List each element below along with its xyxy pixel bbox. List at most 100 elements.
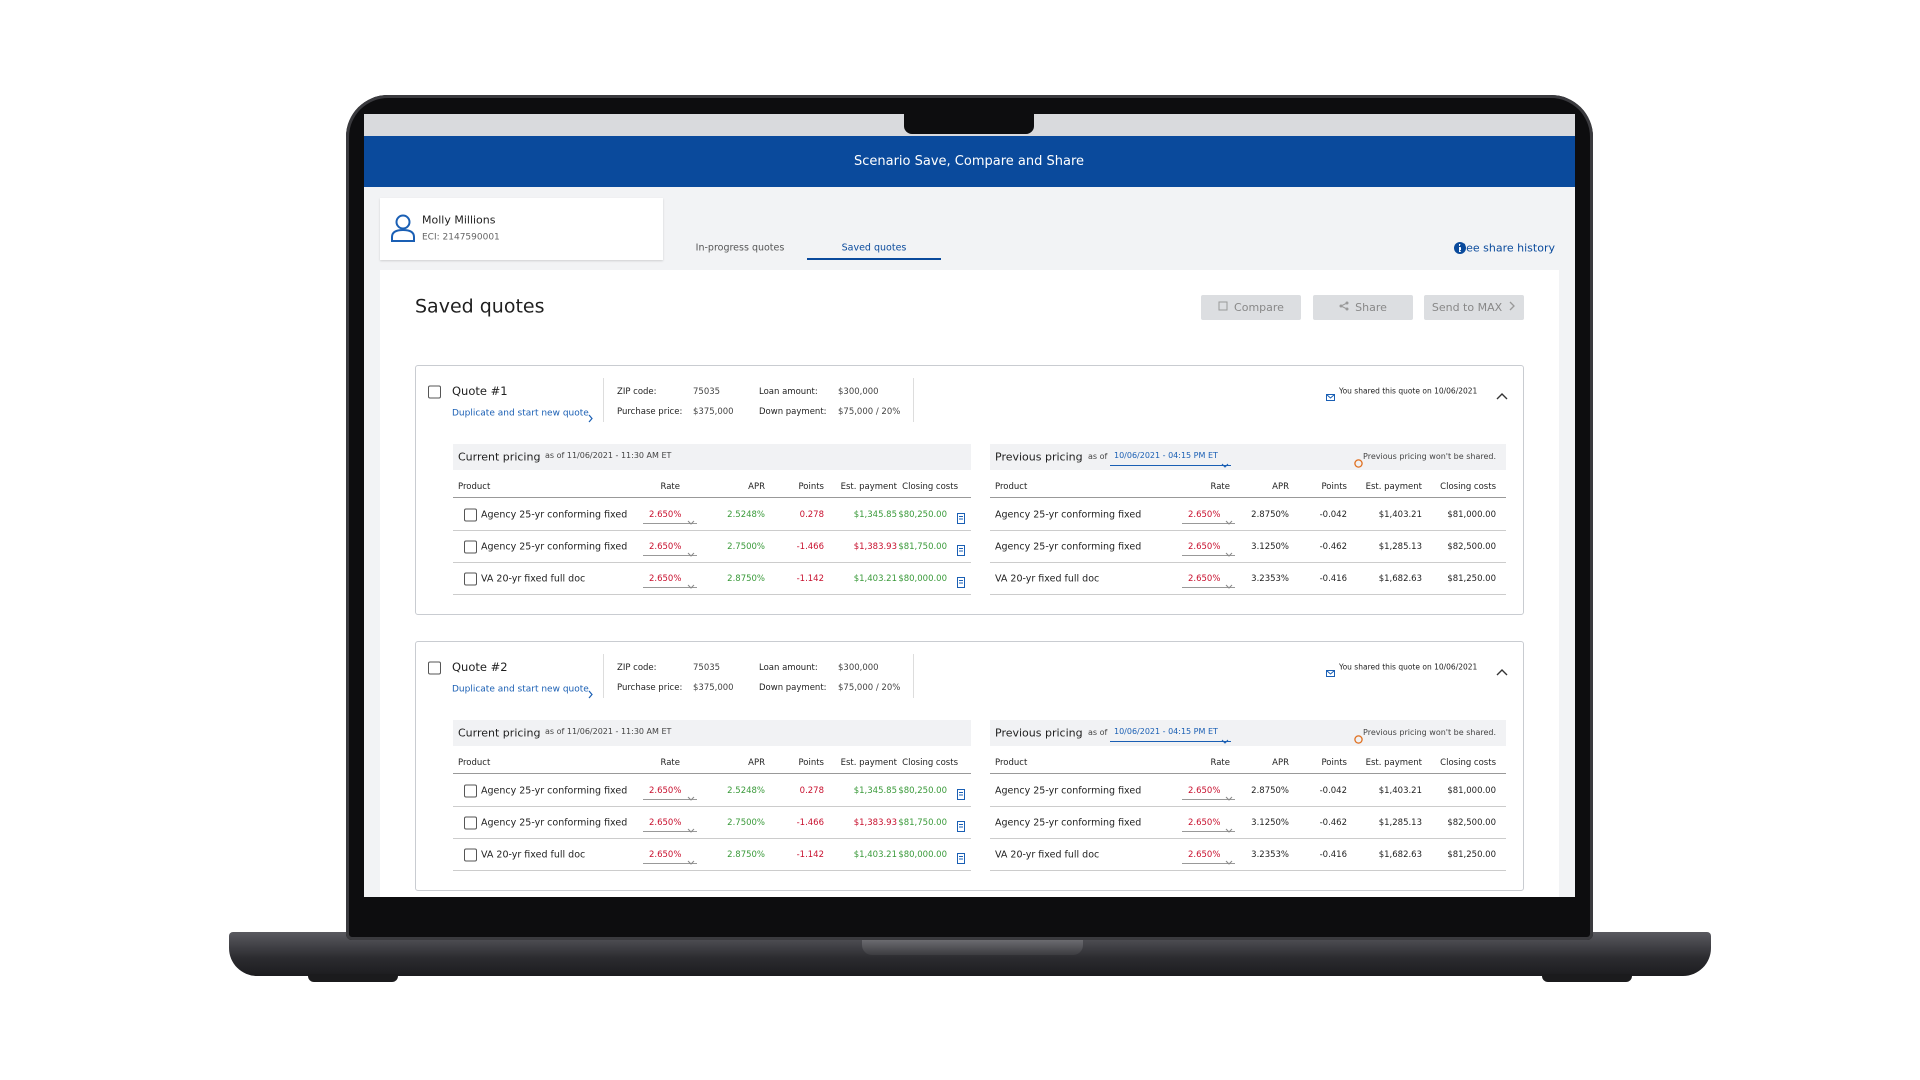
share-history-link[interactable]: See share history	[1459, 241, 1555, 255]
rate-select[interactable]: 2.650%	[1188, 509, 1221, 520]
quote-checkbox[interactable]	[428, 661, 441, 675]
column-header: APR	[748, 481, 765, 492]
cell: $1,285.13	[1378, 817, 1422, 828]
row-checkbox[interactable]	[464, 540, 477, 554]
section-header	[990, 720, 1506, 746]
rate-chevron	[1225, 543, 1233, 562]
rate-chevron-svg	[687, 828, 695, 833]
duplicate-link[interactable]: Duplicate and start new quote	[452, 684, 589, 695]
rate-underline	[1182, 863, 1235, 864]
column-header: APR	[1272, 757, 1289, 768]
action-button[interactable]: Compare	[1201, 295, 1301, 320]
quote-checkbox[interactable]	[428, 385, 441, 399]
rate-select[interactable]: 2.650%	[649, 509, 682, 520]
column-header: Closing costs	[1440, 757, 1496, 768]
link-chevron-svg	[588, 414, 593, 423]
product: Agency 25-yr conforming fixed	[481, 509, 628, 521]
rate-chevron	[687, 787, 695, 806]
rate-select[interactable]: 2.650%	[649, 573, 682, 584]
date-chevron-svg	[1221, 463, 1229, 468]
section-label: Previous pricing	[995, 726, 1083, 740]
mail-icon	[1326, 663, 1336, 682]
rate-chevron	[1225, 575, 1233, 594]
date-chevron	[1221, 454, 1229, 473]
duplicate-link[interactable]: Duplicate and start new quote	[452, 408, 589, 419]
date-chevron	[1221, 730, 1229, 749]
rate-chevron-svg	[1225, 796, 1233, 801]
rate-select[interactable]: 2.650%	[649, 849, 682, 860]
collapse-chevron	[1496, 662, 1508, 681]
shared-note: You shared this quote on 10/06/2021	[1339, 386, 1478, 396]
rate-select[interactable]: 2.650%	[1188, 849, 1221, 860]
tab[interactable]: In-progress quotes	[695, 242, 785, 254]
row-checkbox[interactable]	[464, 572, 477, 586]
rate-chevron-svg	[1225, 860, 1233, 865]
column-header: Product	[995, 481, 1028, 492]
product: Agency 25-yr conforming fixed	[995, 509, 1142, 521]
rate-chevron	[687, 511, 695, 530]
divider	[603, 378, 604, 422]
collapse-chevron-svg	[1496, 669, 1508, 676]
rate-select[interactable]: 2.650%	[1188, 785, 1221, 796]
rate-chevron-svg	[1225, 552, 1233, 557]
date-select[interactable]: 10/06/2021 - 04:15 PM ET	[1114, 451, 1218, 461]
rate-select[interactable]: 2.650%	[1188, 817, 1221, 828]
warning-icon-svg	[1354, 459, 1363, 468]
column-header: APR	[1272, 481, 1289, 492]
cell: 2.8750%	[1251, 785, 1289, 796]
cell: $1,383.93	[853, 541, 897, 552]
date-underline	[1110, 741, 1231, 742]
section-label: Previous pricing	[995, 450, 1083, 464]
row-checkbox[interactable]	[464, 816, 477, 830]
section-header	[453, 444, 971, 470]
row-rule	[453, 806, 971, 807]
rate-underline	[643, 555, 697, 556]
row-rule	[453, 594, 971, 595]
column-header: Closing costs	[902, 481, 958, 492]
cell: $80,000.00	[898, 573, 947, 584]
field-label: ZIP code:	[617, 386, 657, 397]
button-label: Compare	[1234, 301, 1284, 314]
page-title: Saved quotes	[415, 295, 545, 318]
header-rule	[990, 773, 1506, 774]
cell: $1,682.63	[1378, 849, 1422, 860]
cell: $1,345.85	[853, 509, 897, 520]
column-header: Product	[458, 757, 491, 768]
link-chevron	[588, 409, 594, 428]
rate-select[interactable]: 2.650%	[649, 541, 682, 552]
rate-select[interactable]: 2.650%	[1188, 573, 1221, 584]
action-button[interactable]: Send to MAX	[1424, 295, 1524, 320]
button-label: Share	[1355, 301, 1387, 314]
button-icon	[1339, 301, 1349, 311]
cell: 0.278	[799, 785, 824, 796]
column-header: Rate	[1210, 757, 1231, 768]
column-header: Rate	[660, 481, 681, 492]
rate-underline	[643, 863, 697, 864]
rate-select[interactable]: 2.650%	[649, 785, 682, 796]
rate-chevron	[1225, 511, 1233, 530]
cell: $1,285.13	[1378, 541, 1422, 552]
row-rule	[990, 870, 1506, 871]
rate-underline	[1182, 555, 1235, 556]
cell: 2.7500%	[727, 541, 765, 552]
button-icon	[1218, 301, 1228, 311]
row-checkbox[interactable]	[464, 784, 477, 798]
cell: 3.2353%	[1251, 849, 1289, 860]
rate-select[interactable]: 2.650%	[1188, 541, 1221, 552]
cell: $80,250.00	[898, 509, 947, 520]
rate-underline	[643, 523, 697, 524]
action-button[interactable]: Share	[1313, 295, 1413, 320]
rate-underline	[643, 799, 697, 800]
product: VA 20-yr fixed full doc	[995, 573, 1100, 585]
date-select[interactable]: 10/06/2021 - 04:15 PM ET	[1114, 727, 1218, 737]
row-rule	[990, 594, 1506, 595]
row-checkbox[interactable]	[464, 508, 477, 522]
rate-chevron	[1225, 819, 1233, 838]
date-underline	[1110, 465, 1231, 466]
warning-icon	[1354, 729, 1363, 748]
rate-select[interactable]: 2.650%	[649, 817, 682, 828]
tab[interactable]: Saved quotes	[841, 242, 907, 254]
rate-underline	[643, 831, 697, 832]
row-checkbox[interactable]	[464, 848, 477, 862]
row-rule	[453, 838, 971, 839]
